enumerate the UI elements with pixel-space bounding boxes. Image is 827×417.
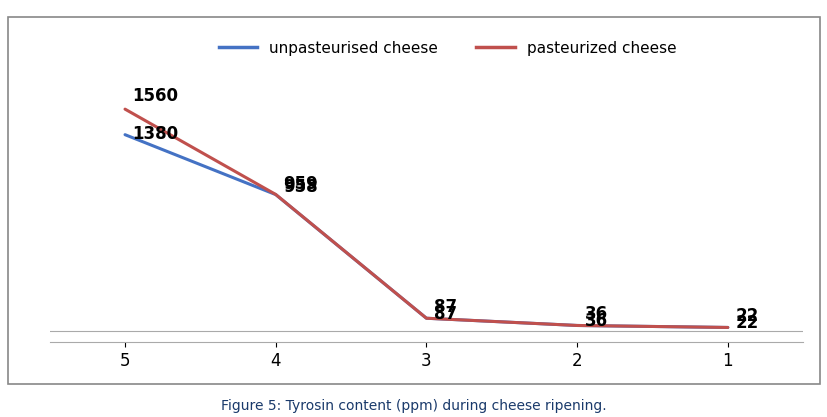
Text: Figure 5: Tyrosin content (ppm) during cheese ripening.: Figure 5: Tyrosin content (ppm) during c… — [221, 399, 606, 413]
Text: 1560: 1560 — [132, 87, 179, 105]
Text: 87: 87 — [433, 298, 457, 316]
Text: 22: 22 — [734, 314, 758, 332]
Text: 87: 87 — [433, 305, 457, 323]
Text: 22: 22 — [734, 307, 758, 325]
Text: 36: 36 — [584, 312, 607, 330]
Legend: unpasteurised cheese, pasteurized cheese: unpasteurised cheese, pasteurized cheese — [213, 35, 681, 62]
Text: 959: 959 — [283, 175, 318, 193]
Text: 958: 958 — [283, 178, 318, 196]
Text: 36: 36 — [584, 305, 607, 323]
Text: 1380: 1380 — [132, 125, 179, 143]
